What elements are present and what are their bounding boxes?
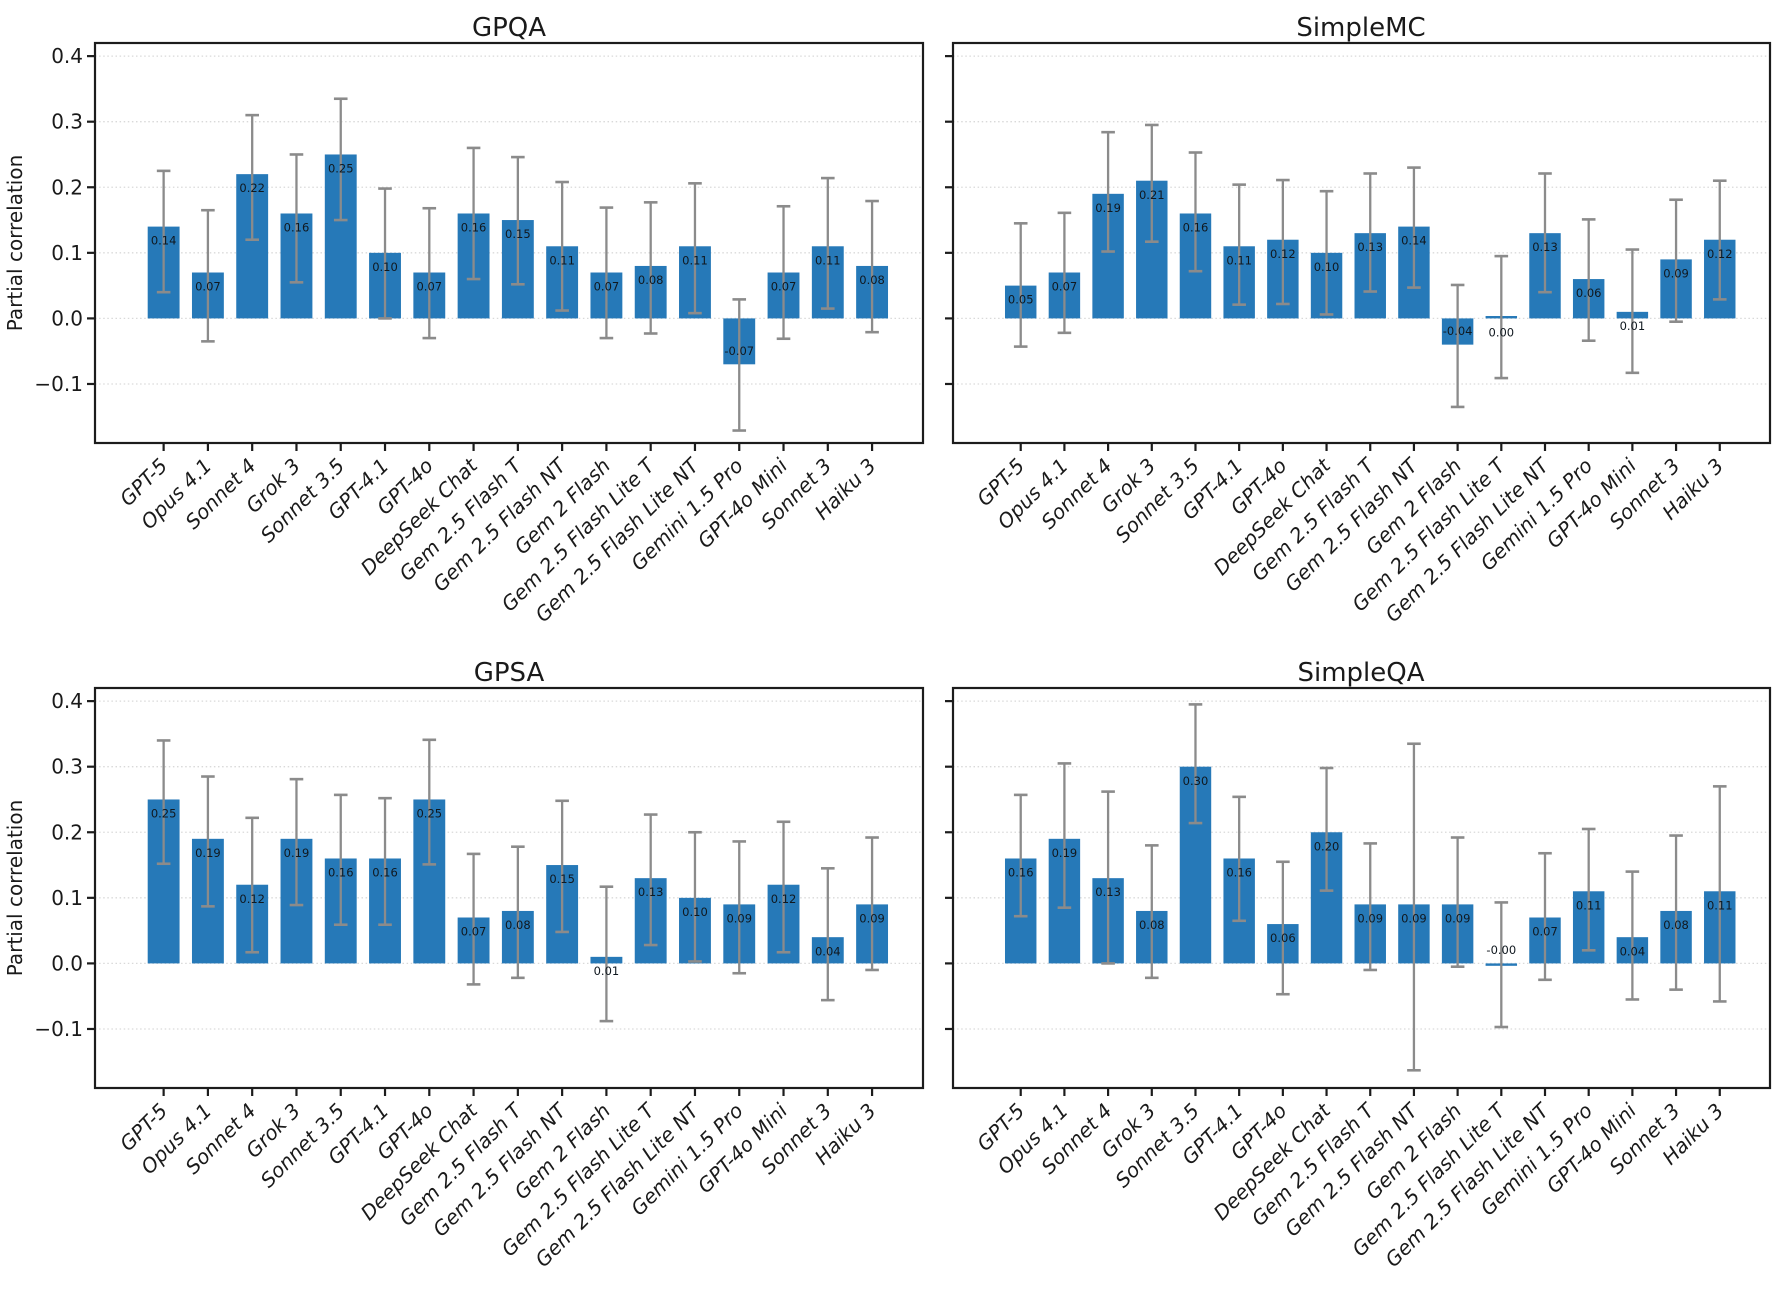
- bar-value-label: 0.12: [1707, 247, 1733, 261]
- bar-value-label: 0.08: [1663, 918, 1689, 932]
- bar-value-label: 0.09: [1663, 266, 1689, 280]
- bar-value-label: 0.16: [328, 866, 354, 880]
- chart-simplemc: 0.05 0.07 0.19 0.21 0.16 0.11 0.12 0.10 0.13 0.14…: [945, 41, 1772, 627]
- chart-simpleqa: 0.16 0.19 0.13 0.08 0.30 0.16 0.06 0.20 0.09 0.09…: [945, 686, 1772, 1272]
- bar-value-label: 0.19: [1095, 201, 1121, 215]
- bar-value-label: 0.12: [1270, 247, 1296, 261]
- bar-value-label: 0.07: [594, 280, 620, 294]
- bar-value-label: 0.08: [1139, 918, 1165, 932]
- bar-value-label: 0.16: [1008, 866, 1034, 880]
- bar-value-label: -0.07: [724, 344, 754, 358]
- chart-title-simpleqa: SimpleQA: [1297, 658, 1424, 688]
- bar-value-label: 0.30: [1183, 774, 1209, 788]
- bar-value-label: 0.19: [195, 846, 221, 860]
- bar-value-label: 0.05: [1008, 293, 1034, 307]
- y-tick-label: −0.1: [34, 372, 83, 396]
- bar-value-label: -0.00: [1486, 943, 1516, 957]
- bar-value-label: 0.11: [682, 253, 708, 267]
- bar-value-label: 0.10: [682, 905, 708, 919]
- y-tick-label: 0.1: [51, 241, 83, 265]
- bar-value-label: 0.07: [416, 280, 442, 294]
- bar-value-label: 0.09: [1445, 911, 1471, 925]
- bar-value-label: 0.16: [1183, 221, 1209, 235]
- bar-value-label: 0.11: [815, 253, 841, 267]
- bar-value-label: 0.13: [1357, 240, 1383, 254]
- bar-value-label: 0.01: [594, 964, 620, 978]
- bar-value-label: 0.16: [461, 221, 487, 235]
- bar-value-label: 0.11: [1226, 253, 1252, 267]
- chart-title-gpsa: GPSA: [474, 658, 545, 688]
- bar-value-label: 0.13: [638, 885, 664, 899]
- bar-value-label: 0.22: [239, 181, 265, 195]
- y-tick-label: 0.2: [51, 820, 83, 844]
- bar-value-label: 0.19: [1052, 846, 1078, 860]
- bar-value-label: 0.00: [1489, 325, 1515, 339]
- bar-value-label: 0.04: [1620, 944, 1646, 958]
- bar-value-label: 0.09: [1401, 911, 1427, 925]
- plot-border: [951, 686, 1772, 1090]
- bar-value-label: 0.10: [1314, 260, 1340, 274]
- y-axis-label-top: Partial correlation: [3, 155, 27, 332]
- bar-value-label: 0.11: [549, 253, 575, 267]
- bar-value-label: 0.25: [151, 807, 177, 821]
- bar-value-label: 0.07: [771, 280, 797, 294]
- bar-value-label: 0.12: [771, 892, 797, 906]
- plot-border: [93, 686, 925, 1090]
- bar-value-label: 0.14: [1401, 234, 1427, 248]
- bar-value-label: 0.11: [1707, 898, 1733, 912]
- bar-value-label: 0.01: [1620, 319, 1646, 333]
- bar-value-label: 0.11: [1576, 898, 1602, 912]
- bar-value-label: 0.04: [815, 944, 841, 958]
- bar-value-label: 0.16: [1226, 866, 1252, 880]
- bar-value-label: 0.07: [195, 280, 221, 294]
- bar-value-label: 0.06: [1270, 931, 1296, 945]
- bar-value-label: 0.25: [328, 162, 354, 176]
- chart-gpsa: 0.25 0.19 0.12 0.19 0.16 0.16 0.25 0.07 0.08 0.15…: [34, 686, 925, 1272]
- y-tick-label: 0.2: [51, 175, 83, 199]
- bar-value-label: 0.08: [505, 918, 531, 932]
- bar-value-label: 0.13: [1095, 885, 1121, 899]
- y-tick-label: 0.4: [51, 44, 83, 68]
- bar-value-label: 0.08: [859, 273, 885, 287]
- bar-value-label: 0.07: [461, 925, 487, 939]
- plot-border: [93, 41, 925, 445]
- bar-value-label: 0.14: [151, 234, 177, 248]
- bar-value-label: 0.19: [284, 846, 310, 860]
- bar-value-label: 0.15: [505, 227, 531, 241]
- bar-value-label: 0.09: [1357, 911, 1383, 925]
- bar-value-label: 0.10: [372, 260, 398, 274]
- bar-value-label: 0.06: [1576, 286, 1602, 300]
- plot-border: [951, 41, 1772, 445]
- bar-value-label: 0.21: [1139, 188, 1165, 202]
- bar-value-label: 0.16: [372, 866, 398, 880]
- y-tick-label: 0.0: [51, 951, 83, 975]
- y-tick-label: 0.3: [51, 755, 83, 779]
- y-tick-label: 0.3: [51, 110, 83, 134]
- y-tick-label: 0.4: [51, 689, 83, 713]
- y-tick-label: −0.1: [34, 1017, 83, 1041]
- bar-value-label: 0.13: [1532, 240, 1558, 254]
- bar-value-label: 0.20: [1314, 839, 1340, 853]
- y-axis-label-bottom: Partial correlation: [3, 800, 27, 977]
- bar-value-label: -0.04: [1443, 324, 1473, 338]
- chart-gpqa: 0.14 0.07 0.22 0.16 0.25 0.10 0.07 0.16 0.15 0.11…: [34, 41, 925, 627]
- bar-value-label: 0.09: [859, 911, 885, 925]
- bar-value-label: 0.07: [1052, 280, 1078, 294]
- chart-title-simplemc: SimpleMC: [1296, 13, 1425, 43]
- bar-value-label: 0.09: [726, 911, 752, 925]
- chart-title-gpqa: GPQA: [472, 13, 546, 43]
- bar-value-label: 0.25: [416, 807, 442, 821]
- bar-value-label: 0.08: [638, 273, 664, 287]
- y-tick-label: 0.1: [51, 886, 83, 910]
- bar-value-label: 0.12: [239, 892, 265, 906]
- bar-value-label: 0.07: [1532, 925, 1558, 939]
- bar-value-label: 0.16: [284, 221, 310, 235]
- y-tick-label: 0.0: [51, 306, 83, 330]
- bar-value-label: 0.15: [549, 872, 575, 886]
